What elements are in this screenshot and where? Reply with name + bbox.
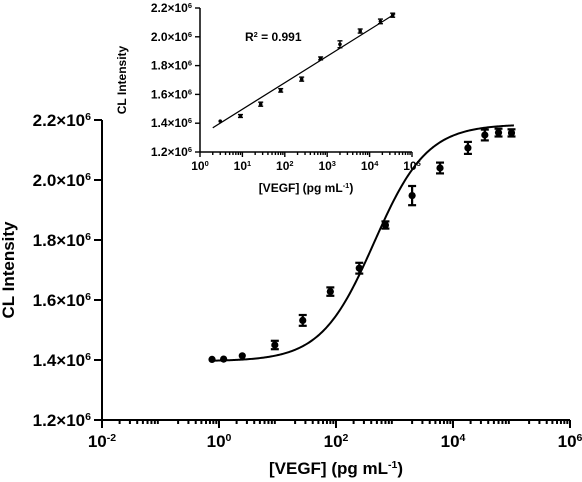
y-tick-label: 1.2×106 [33, 411, 91, 430]
x-axis-title: [VEGF] (pg mL-1) [269, 459, 403, 478]
data-points [208, 127, 516, 363]
data-point [218, 119, 223, 123]
data-point [238, 352, 246, 360]
data-points [218, 12, 396, 123]
y-tick-label: 2.0×106 [33, 171, 91, 190]
x-tick-label: 10-2 [88, 432, 116, 451]
data-point [464, 144, 472, 152]
data-point [358, 29, 362, 33]
x-tick-label: 105 [403, 159, 421, 174]
y-tick-label: 1.4×106 [33, 351, 91, 370]
y-tick-label: 2.2×106 [151, 1, 192, 16]
inset-chart: 100 101 102 103 104 105 1.4×106 1.6×106 1.8×106 2… [115, 1, 421, 196]
data-point [390, 13, 395, 17]
r-squared-label: R2 = 0.991 [245, 30, 302, 45]
y-ticks: 1.4×106 1.6×106 1.8×106 2.0×106 2.2×106 1.2×1… [151, 1, 200, 160]
y-tick-label: 2.0×106 [151, 29, 192, 44]
x-tick-label: 100 [191, 159, 209, 174]
axes [101, 120, 570, 421]
y-tick-label: 1.8×106 [151, 58, 192, 73]
fit-line [212, 13, 396, 129]
axes [199, 8, 412, 153]
main-chart: 10-2 100 102 104 106 1.2×106 1.4×106 1.6×106 1.8… [0, 111, 582, 478]
data-point [408, 192, 416, 200]
data-point [238, 114, 243, 118]
x-tick-label: 101 [234, 159, 252, 174]
x-tick-label: 100 [207, 432, 232, 451]
data-point [355, 264, 363, 272]
x-axis-title: [VEGF] (pg mL-1) [259, 181, 354, 196]
y-axis-title: CL Intensity [115, 45, 129, 114]
data-point [258, 102, 263, 106]
y-ticks: 1.2×106 1.4×106 1.6×106 1.8×106 2.0×106 2.2×1… [33, 111, 102, 430]
x-ticks: 10-2 100 102 104 106 [88, 420, 582, 451]
x-tick-label: 102 [324, 432, 349, 451]
data-point [481, 131, 489, 139]
data-point [378, 19, 383, 24]
y-tick-label: 1.2×106 [151, 145, 192, 160]
y-tick-label: 1.6×106 [33, 291, 91, 310]
y-axis-title: CL Intensity [0, 221, 18, 319]
data-point [208, 355, 216, 363]
data-point [494, 129, 503, 137]
data-point [220, 355, 228, 363]
data-point [318, 56, 323, 61]
data-point [299, 316, 307, 324]
x-tick-label: 104 [441, 432, 466, 451]
data-point [326, 288, 334, 296]
x-tick-label: 103 [318, 159, 336, 174]
y-tick-label: 2.2×106 [33, 111, 91, 130]
y-tick-label: 1.4×106 [151, 116, 192, 131]
x-ticks: 100 101 102 103 104 105 [191, 152, 421, 173]
data-point [381, 221, 390, 229]
x-tick-label: 106 [558, 432, 582, 451]
data-point [299, 77, 304, 81]
data-point [338, 42, 342, 47]
y-tick-label: 1.6×106 [151, 87, 192, 102]
data-point [436, 164, 444, 172]
x-tick-label: 104 [361, 159, 379, 174]
x-tick-label: 102 [276, 159, 294, 174]
data-point [271, 341, 279, 349]
data-point [278, 88, 283, 93]
data-point [507, 129, 516, 137]
y-tick-label: 1.8×106 [33, 231, 91, 250]
